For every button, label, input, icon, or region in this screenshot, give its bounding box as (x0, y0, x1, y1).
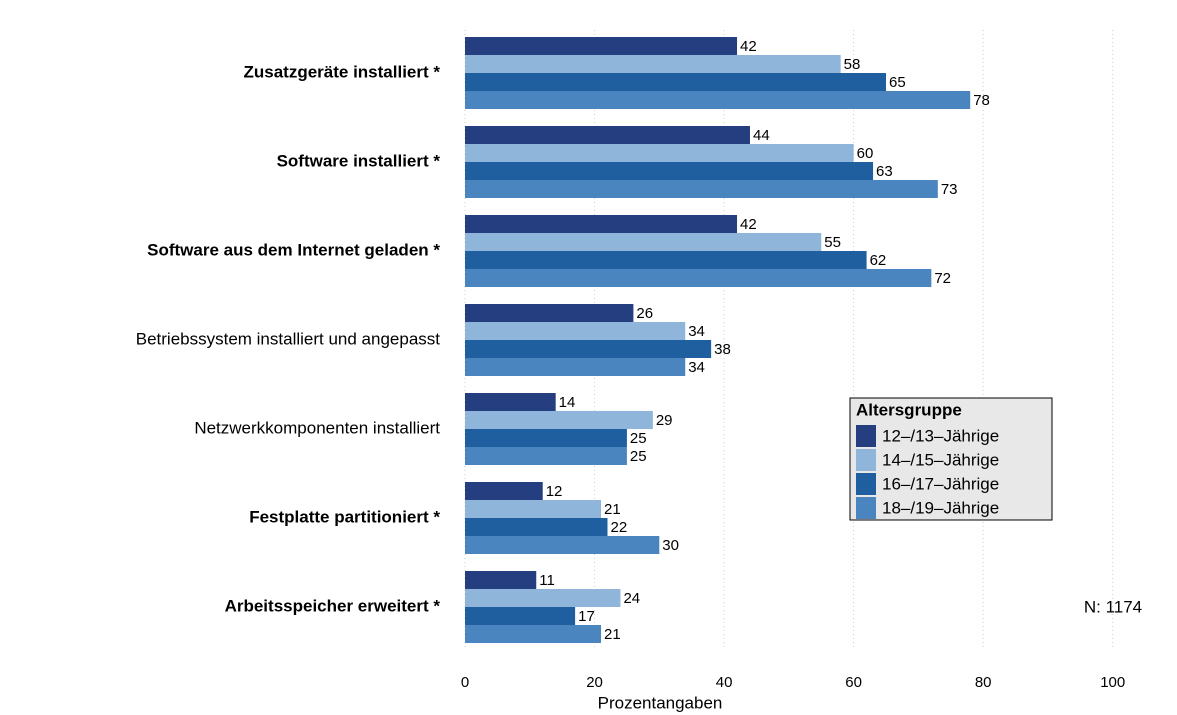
bar (465, 251, 867, 269)
value-label: 21 (604, 626, 621, 643)
bar (465, 500, 602, 518)
legend-label: 12–/13–Jährige (882, 426, 999, 445)
y-tick-label: Software installiert * (277, 151, 441, 170)
legend-title: Altersgruppe (856, 400, 962, 419)
value-label: 34 (688, 323, 705, 340)
value-label: 24 (623, 590, 640, 607)
bar (465, 37, 738, 55)
bar (465, 269, 932, 287)
value-label: 11 (539, 572, 555, 589)
bar (465, 607, 576, 625)
value-label: 78 (973, 92, 990, 109)
x-tick-label: 20 (586, 674, 603, 691)
bar (465, 411, 653, 429)
bar (465, 393, 556, 411)
value-label: 65 (889, 74, 906, 91)
value-label: 14 (559, 394, 576, 411)
legend-swatch (856, 449, 876, 471)
y-tick-label: Betriebssystem installiert und angepasst (136, 329, 441, 348)
value-label: 29 (656, 412, 673, 429)
value-label: 25 (630, 430, 647, 447)
bar (465, 536, 660, 554)
bar (465, 429, 627, 447)
value-label: 55 (824, 234, 841, 251)
value-label: 73 (941, 181, 958, 198)
bar (465, 144, 854, 162)
bar (465, 322, 686, 340)
value-label: 22 (610, 519, 627, 536)
y-tick-label: Festplatte partitioniert * (249, 507, 440, 526)
bar (465, 482, 543, 500)
bar (465, 233, 822, 251)
legend-swatch (856, 497, 876, 519)
bar (465, 571, 537, 589)
x-axis-label: Prozentangaben (598, 693, 723, 712)
x-tick-label: 100 (1100, 674, 1125, 691)
value-label: 30 (662, 537, 679, 554)
y-tick-label: Software aus dem Internet geladen * (147, 240, 440, 259)
value-label: 58 (844, 56, 861, 73)
legend-label: 16–/17–Jährige (882, 474, 999, 493)
bar (465, 589, 621, 607)
value-label: 38 (714, 341, 731, 358)
bar (465, 625, 602, 643)
bar (465, 73, 887, 91)
bar (465, 91, 971, 109)
x-tick-label: 80 (975, 674, 992, 691)
y-tick-label: Zusatzgeräte installiert * (243, 62, 440, 81)
bar (465, 55, 841, 73)
value-label: 62 (870, 252, 887, 269)
value-label: 72 (934, 270, 951, 287)
x-tick-label: 40 (716, 674, 733, 691)
y-tick-label: Netzwerkkomponenten installiert (194, 418, 440, 437)
legend-label: 14–/15–Jährige (882, 450, 999, 469)
bar (465, 447, 627, 465)
value-label: 25 (630, 448, 647, 465)
bar (465, 215, 738, 233)
bar (465, 304, 634, 322)
bar (465, 162, 874, 180)
value-label: 42 (740, 216, 757, 233)
bar (465, 358, 686, 376)
bar (465, 180, 938, 198)
value-label: 63 (876, 163, 893, 180)
value-label: 44 (753, 127, 770, 144)
value-label: 17 (578, 608, 595, 625)
bar (465, 340, 712, 358)
bar (465, 126, 750, 144)
value-label: 12 (546, 483, 563, 500)
x-tick-label: 60 (845, 674, 862, 691)
value-label: 60 (857, 145, 874, 162)
legend-label: 18–/19–Jährige (882, 498, 999, 517)
bar (465, 518, 608, 536)
value-label: 26 (636, 305, 653, 322)
legend-box (849, 397, 1053, 521)
value-label: 34 (688, 359, 705, 376)
legend-swatch (856, 425, 876, 447)
y-tick-label: Arbeitsspeicher erweitert * (225, 596, 441, 615)
x-tick-label: 0 (461, 674, 469, 691)
value-label: 42 (740, 38, 757, 55)
legend-swatch (856, 473, 876, 495)
value-label: 21 (604, 501, 621, 518)
